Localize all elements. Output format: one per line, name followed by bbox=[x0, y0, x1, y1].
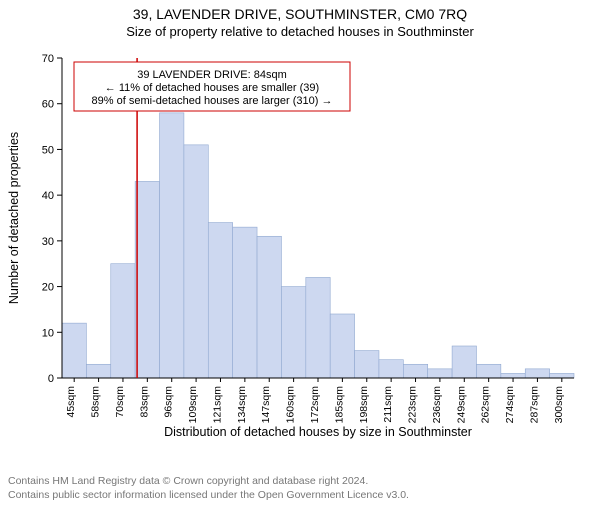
histogram-bar bbox=[306, 277, 330, 378]
histogram-bar bbox=[452, 346, 476, 378]
x-tick-label: 121sqm bbox=[211, 386, 223, 424]
annotation-line: 39 LAVENDER DRIVE: 84sqm bbox=[137, 69, 287, 81]
x-tick-label: 109sqm bbox=[187, 386, 199, 424]
x-tick-label: 198sqm bbox=[358, 386, 370, 424]
y-tick-label: 20 bbox=[42, 282, 54, 294]
histogram-bar bbox=[281, 287, 305, 378]
histogram-bar bbox=[160, 113, 184, 378]
histogram-bar bbox=[135, 181, 159, 378]
x-tick-label: 249sqm bbox=[455, 386, 467, 424]
title-block: 39, LAVENDER DRIVE, SOUTHMINSTER, CM0 7R… bbox=[0, 6, 600, 39]
histogram-bar bbox=[525, 369, 549, 378]
y-tick-label: 30 bbox=[42, 236, 54, 248]
x-tick-label: 58sqm bbox=[90, 386, 102, 418]
histogram-bar bbox=[428, 369, 452, 378]
histogram-bar bbox=[550, 373, 574, 378]
x-tick-label: 96sqm bbox=[163, 386, 175, 418]
x-tick-label: 236sqm bbox=[431, 386, 443, 424]
x-tick-label: 45sqm bbox=[65, 386, 77, 418]
histogram-bar bbox=[208, 223, 232, 378]
histogram-bar bbox=[476, 364, 500, 378]
x-axis-label: Distribution of detached houses by size … bbox=[164, 425, 472, 439]
chart-svg: 0 10 20 30 40 50 60 70 45sqm 58sqm 70sqm 83sqm 96sqm… bbox=[0, 48, 600, 448]
histogram-bar bbox=[403, 364, 427, 378]
x-tick-label: 262sqm bbox=[480, 386, 492, 424]
histogram-bar bbox=[86, 364, 110, 378]
y-tick-label: 70 bbox=[42, 53, 54, 65]
annotation-line: 89% of semi-detached houses are larger (… bbox=[92, 95, 333, 107]
x-tick-label: 287sqm bbox=[528, 386, 540, 424]
histogram-bar bbox=[330, 314, 354, 378]
histogram-bar bbox=[501, 373, 525, 378]
histogram-bar bbox=[355, 351, 379, 378]
footer-attribution: Contains HM Land Registry data © Crown c… bbox=[8, 474, 409, 502]
histogram-bar bbox=[233, 227, 257, 378]
annotation-line: ← 11% of detached houses are smaller (39… bbox=[105, 82, 319, 94]
histogram-chart: 0 10 20 30 40 50 60 70 45sqm 58sqm 70sqm 83sqm 96sqm… bbox=[0, 48, 600, 448]
x-tick-label: 185sqm bbox=[333, 386, 345, 424]
y-tick-label: 10 bbox=[42, 327, 54, 339]
x-tick-label: 223sqm bbox=[407, 386, 419, 424]
x-tick-label: 211sqm bbox=[382, 386, 394, 423]
x-tick-label: 274sqm bbox=[504, 386, 516, 424]
x-tick-label: 83sqm bbox=[138, 386, 150, 418]
x-tick-label: 300sqm bbox=[553, 386, 565, 424]
histogram-bar bbox=[379, 360, 403, 378]
y-tick-label: 60 bbox=[42, 99, 54, 111]
y-tick-label: 40 bbox=[42, 190, 54, 202]
x-tick-label: 160sqm bbox=[285, 386, 297, 424]
y-tick-label: 0 bbox=[48, 373, 54, 385]
histogram-bar bbox=[62, 323, 86, 378]
footer-line-1: Contains HM Land Registry data © Crown c… bbox=[8, 474, 409, 488]
x-tick-label: 134sqm bbox=[236, 386, 248, 424]
x-tick-label: 172sqm bbox=[309, 386, 321, 424]
histogram-bar bbox=[111, 264, 135, 378]
y-tick-label: 50 bbox=[42, 144, 54, 156]
histogram-bar bbox=[257, 236, 281, 378]
x-tick-label: 70sqm bbox=[114, 386, 126, 418]
y-axis-label: Number of detached properties bbox=[7, 132, 21, 304]
page-title: 39, LAVENDER DRIVE, SOUTHMINSTER, CM0 7R… bbox=[0, 6, 600, 22]
histogram-bar bbox=[184, 145, 208, 378]
page-subtitle: Size of property relative to detached ho… bbox=[0, 24, 600, 39]
x-tick-label: 147sqm bbox=[260, 386, 272, 424]
